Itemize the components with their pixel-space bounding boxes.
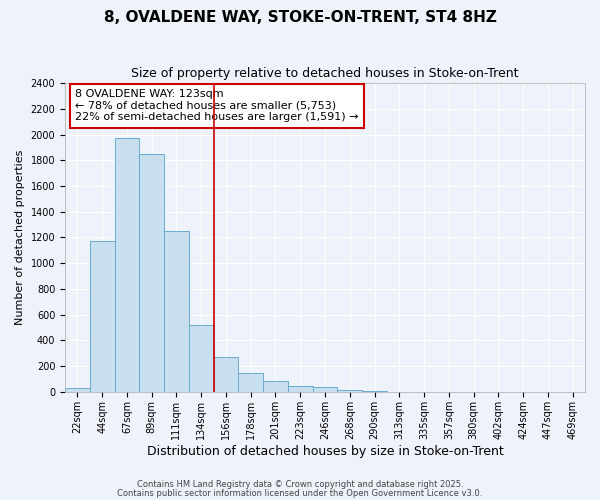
Text: 8, OVALDENE WAY, STOKE-ON-TRENT, ST4 8HZ: 8, OVALDENE WAY, STOKE-ON-TRENT, ST4 8HZ: [104, 10, 496, 25]
Bar: [115, 138, 139, 392]
Bar: [238, 372, 263, 392]
Bar: [139, 154, 164, 392]
Bar: [90, 242, 115, 392]
Bar: [313, 387, 337, 392]
Text: 8 OVALDENE WAY: 123sqm
← 78% of detached houses are smaller (5,753)
22% of semi-: 8 OVALDENE WAY: 123sqm ← 78% of detached…: [76, 89, 359, 122]
Bar: [263, 381, 288, 392]
Bar: [164, 231, 189, 392]
Text: Contains public sector information licensed under the Open Government Licence v3: Contains public sector information licen…: [118, 488, 482, 498]
Bar: [214, 356, 238, 392]
Text: Contains HM Land Registry data © Crown copyright and database right 2025.: Contains HM Land Registry data © Crown c…: [137, 480, 463, 489]
Bar: [337, 390, 362, 392]
Bar: [65, 388, 90, 392]
Bar: [189, 325, 214, 392]
Y-axis label: Number of detached properties: Number of detached properties: [15, 150, 25, 325]
Bar: [288, 386, 313, 392]
X-axis label: Distribution of detached houses by size in Stoke-on-Trent: Distribution of detached houses by size …: [146, 444, 503, 458]
Title: Size of property relative to detached houses in Stoke-on-Trent: Size of property relative to detached ho…: [131, 68, 519, 80]
